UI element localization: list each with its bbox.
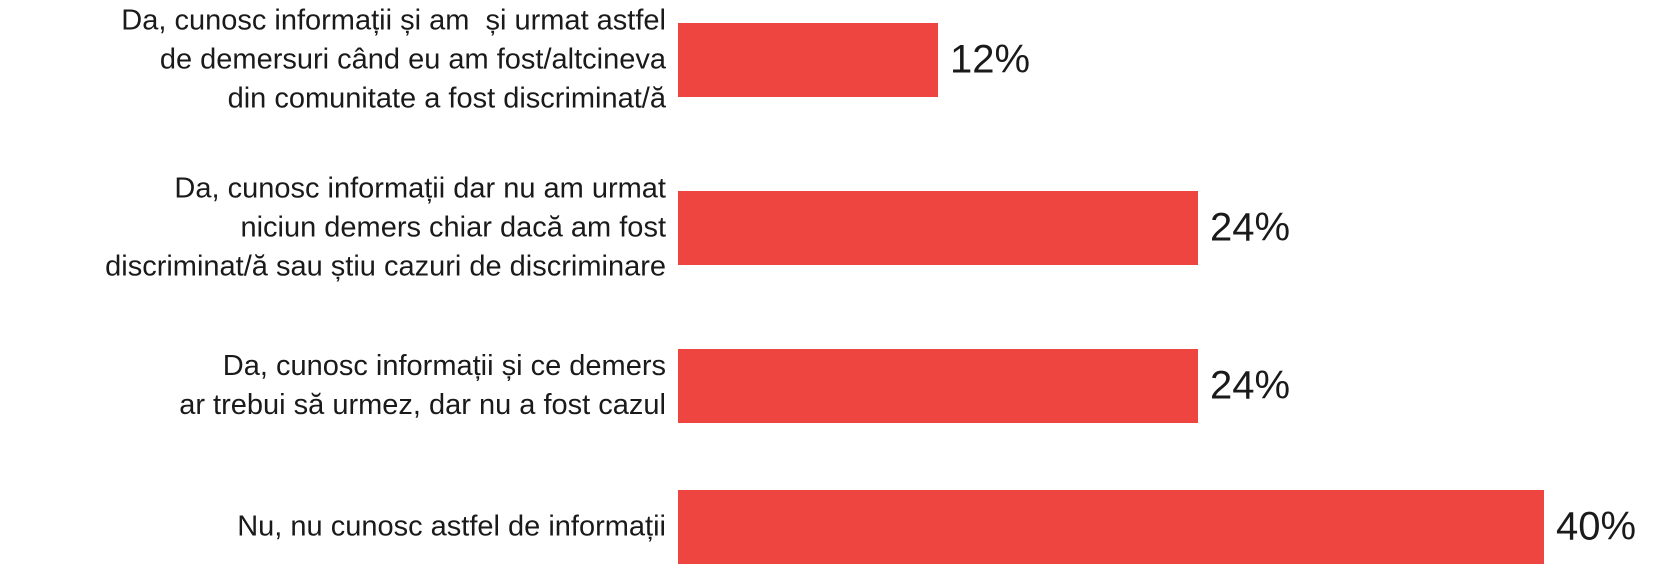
bar <box>678 490 1544 564</box>
value-label: 40% <box>1556 504 1637 549</box>
category-label: Da, cunosc informații și ce demers ar tr… <box>179 350 666 421</box>
value-label: 24% <box>1210 205 1291 250</box>
bar-row: Nu, nu cunosc astfel de informații 40% <box>0 490 1660 564</box>
bar-row: Da, cunosc informații dar nu am urmat ni… <box>0 173 1660 283</box>
category-label: Da, cunosc informații și am și urmat ast… <box>121 4 666 115</box>
category-label: Da, cunosc informații dar nu am urmat ni… <box>105 172 666 283</box>
bar-row: Da, cunosc informații și ce demers ar tr… <box>0 349 1660 423</box>
bar-row: Da, cunosc informații și am și urmat ast… <box>0 5 1660 115</box>
bar <box>678 191 1198 265</box>
value-label: 24% <box>1210 363 1291 408</box>
bar <box>678 349 1198 423</box>
value-label: 12% <box>950 37 1031 82</box>
bar <box>678 23 938 97</box>
category-label: Nu, nu cunosc astfel de informații <box>237 510 666 543</box>
